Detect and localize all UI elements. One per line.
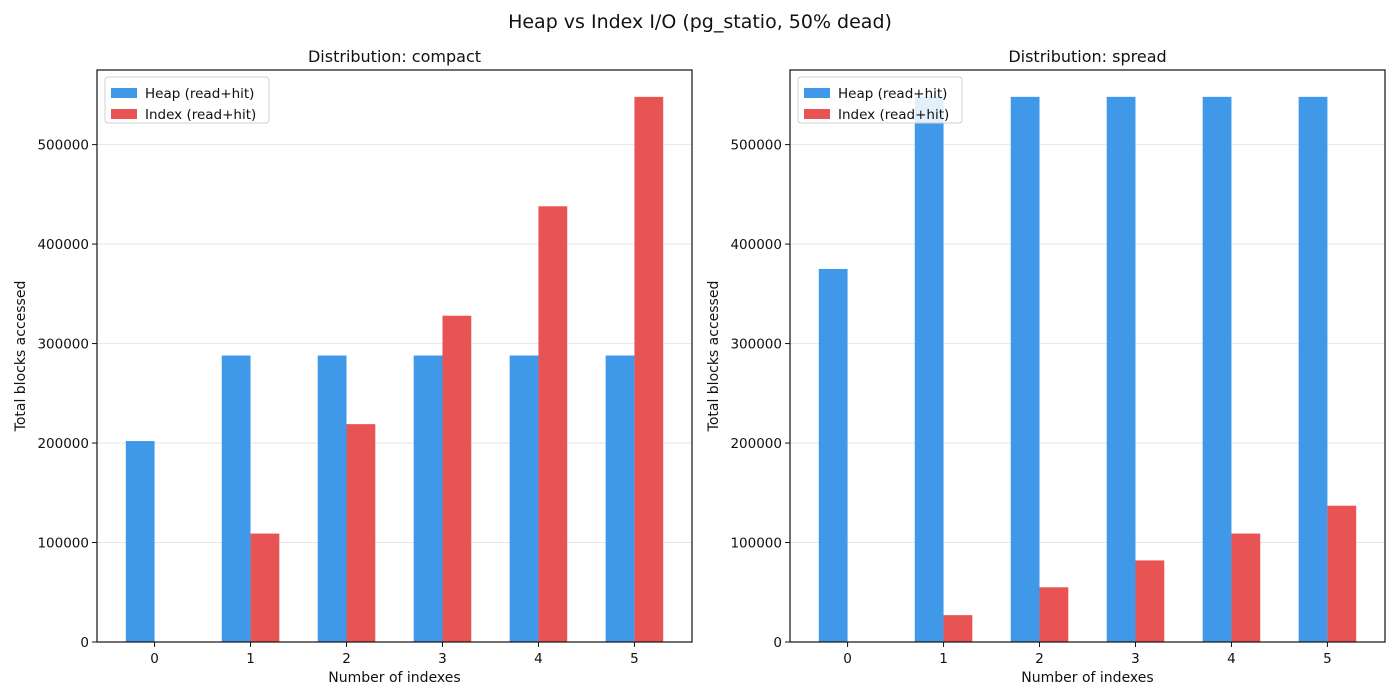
chart-0-bar-index-2 — [346, 424, 376, 642]
chart-0-ytick-label-0: 0 — [80, 635, 89, 651]
chart-1-legend-label-heap: Heap (read+hit) — [838, 86, 947, 102]
chart-0-legend-box — [104, 76, 270, 124]
chart-1-ytick-label-5: 500000 — [730, 138, 782, 154]
chart-1-bar-index-3 — [1135, 560, 1165, 642]
chart-0-legend-label-heap: Heap (read+hit) — [145, 86, 254, 102]
chart-0-xtick-label-0: 0 — [150, 651, 159, 667]
chart-1-legend-swatch-heap — [804, 88, 830, 98]
chart-0-bar-heap-1 — [221, 355, 251, 642]
chart-0-legend: Heap (read+hit) Index (read+hit) — [104, 76, 270, 124]
chart-1-xtick-label-2: 2 — [1035, 651, 1044, 667]
chart-0-ylabel: Total blocks accessed — [13, 281, 29, 433]
chart-1-xtick-label-4: 4 — [1227, 651, 1236, 667]
chart-1-bar-heap-2 — [1010, 96, 1040, 642]
chart-1-bar-index-5 — [1327, 505, 1357, 642]
chart-1-bar-index-2 — [1039, 587, 1069, 642]
chart-0-bar-heap-4 — [509, 355, 539, 642]
chart-1-axes-frame — [789, 69, 1386, 643]
chart-0-bar-index-4 — [538, 206, 568, 642]
chart-0-axes-frame — [96, 69, 693, 643]
chart-0-bar-heap-2 — [317, 355, 347, 642]
chart-0-bar-index-3 — [442, 315, 472, 642]
chart-1-legend: Heap (read+hit) Index (read+hit) — [797, 76, 963, 124]
chart-0-xtick-label-5: 5 — [630, 651, 639, 667]
chart-1-xtick-label-0: 0 — [843, 651, 852, 667]
chart-1-bar-heap-1 — [914, 96, 944, 642]
chart-1-xtick-label-5: 5 — [1323, 651, 1332, 667]
chart-0-xtick-label-2: 2 — [342, 651, 351, 667]
chart-0-axes: 0 100000 200000 300000 400000 500000 0 1 2 3 4 5 Dis… — [13, 47, 693, 686]
chart-0-legend-label-index: Index (read+hit) — [145, 107, 256, 123]
chart-0-ytick-label-3: 300000 — [37, 337, 89, 353]
chart-1-bar-heap-3 — [1106, 96, 1136, 642]
chart-0-xlabel: Number of indexes — [328, 670, 460, 686]
chart-1-legend-swatch-index — [804, 109, 830, 119]
chart-1-ylabel: Total blocks accessed — [706, 281, 722, 433]
chart-1-bar-index-4 — [1231, 533, 1261, 642]
chart-0-bar-index-5 — [634, 96, 664, 642]
chart-1-bar-heap-5 — [1298, 96, 1328, 642]
chart-1-xlabel: Number of indexes — [1021, 670, 1153, 686]
chart-0-xtick-label-1: 1 — [246, 651, 255, 667]
chart-0-legend-swatch-heap — [111, 88, 137, 98]
chart-1-ytick-label-3: 300000 — [730, 337, 782, 353]
chart-1-bar-index-1 — [943, 615, 973, 642]
chart-1-title: Distribution: spread — [1008, 47, 1166, 66]
chart-0-ytick-label-4: 400000 — [37, 237, 89, 253]
chart-0-ytick-label-2: 200000 — [37, 436, 89, 452]
chart-1-ytick-label-0: 0 — [773, 635, 782, 651]
chart-1-axes: 0 100000 200000 300000 400000 500000 0 1 2 3 4 5 Dis… — [706, 47, 1386, 686]
chart-1-ytick-label-2: 200000 — [730, 436, 782, 452]
chart-1-bar-heap-0 — [818, 268, 848, 642]
chart-0-bar-heap-0 — [125, 441, 155, 642]
chart-0-title: Distribution: compact — [308, 47, 481, 66]
chart-0-bar-index-1 — [250, 533, 280, 642]
chart-1-bar-heap-4 — [1202, 96, 1232, 642]
chart-0-bar-heap-3 — [413, 355, 443, 642]
chart-1-ytick-label-1: 100000 — [730, 536, 782, 552]
chart-0-bar-heap-5 — [605, 355, 635, 642]
figure-title: Heap vs Index I/O (pg_statio, 50% dead) — [508, 11, 892, 33]
chart-1-xtick-label-1: 1 — [939, 651, 948, 667]
chart-0-xtick-label-3: 3 — [438, 651, 447, 667]
chart-0-ytick-label-5: 500000 — [37, 138, 89, 154]
chart-1-ytick-label-4: 400000 — [730, 237, 782, 253]
chart-1-legend-label-index: Index (read+hit) — [838, 107, 949, 123]
chart-1-xtick-label-3: 3 — [1131, 651, 1140, 667]
chart-0-legend-swatch-index — [111, 109, 137, 119]
chart-0-ytick-label-1: 100000 — [37, 536, 89, 552]
chart-1-legend-box — [797, 76, 963, 124]
chart-0-xtick-label-4: 4 — [534, 651, 543, 667]
